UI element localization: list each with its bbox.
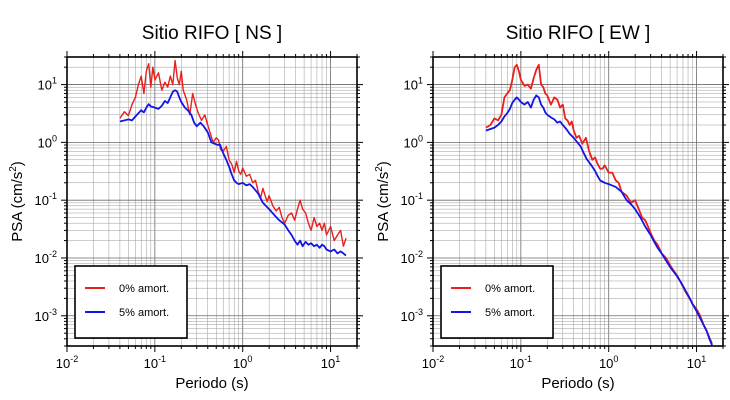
x-tick-label-exponent: 1 — [701, 354, 706, 364]
x-tick-label-exponent: -2 — [436, 354, 444, 364]
x-tick-label-base: 10 — [321, 356, 335, 371]
x-tick-label: 10-2 — [56, 354, 78, 371]
x-axis-label: Periodo (s) — [175, 375, 248, 392]
x-tick-label-base: 10 — [144, 356, 158, 371]
legend: 0% amort. 5% amort. — [440, 265, 554, 339]
legend-label-1: 5% amort. — [485, 307, 535, 319]
series-line-1 — [119, 89, 347, 257]
y-tick-label: 101 — [38, 76, 57, 93]
y-tick-label: 10-1 — [401, 191, 423, 208]
y-tick-label-base: 10 — [404, 78, 418, 93]
y-tick-label-base: 10 — [38, 78, 52, 93]
x-tick-label-exponent: -1 — [158, 354, 166, 364]
y-tick-label-exponent: 0 — [52, 133, 57, 143]
y-tick-label-exponent: -2 — [415, 249, 423, 259]
y-axis-label-superscript: 2 — [374, 166, 385, 172]
y-tick-label: 100 — [38, 133, 57, 150]
y-tick-label: 10-2 — [35, 249, 57, 266]
y-tick-label-exponent: 0 — [418, 133, 423, 143]
legend-label-0: 0% amort. — [485, 283, 535, 295]
y-axis-label: PSA (cm/s2) — [374, 161, 392, 242]
y-tick-label-exponent: -3 — [49, 307, 57, 317]
y-tick-label-base: 10 — [401, 309, 415, 324]
plot-frame — [432, 56, 724, 347]
x-tick-label-exponent: -2 — [70, 354, 78, 364]
y-tick-label-base: 10 — [404, 135, 418, 150]
x-tick-label: 100 — [233, 354, 252, 371]
x-tick-label-exponent: -1 — [524, 354, 532, 364]
legend-label-0: 0% amort. — [119, 283, 169, 295]
y-tick-label-base: 10 — [35, 309, 49, 324]
legend-box — [440, 265, 554, 339]
y-axis-label-main: PSA (cm/s — [375, 172, 392, 242]
y-tick-label-base: 10 — [35, 251, 49, 266]
x-tick-label-base: 10 — [510, 356, 524, 371]
legend-box — [74, 265, 188, 339]
y-tick-label-exponent: 1 — [418, 76, 423, 86]
y-tick-label-exponent: 1 — [52, 76, 57, 86]
y-tick-label: 10-3 — [35, 307, 57, 324]
series-line-0 — [119, 59, 347, 247]
y-tick-label: 100 — [404, 133, 423, 150]
chart-title: Sitio RIFO [ NS ] — [142, 23, 282, 44]
x-tick-label: 10-1 — [144, 354, 166, 371]
y-tick-label-exponent: -1 — [49, 191, 57, 201]
y-tick-label: 10-3 — [401, 307, 423, 324]
y-tick-label-base: 10 — [401, 193, 415, 208]
y-tick-label: 101 — [404, 76, 423, 93]
x-tick-label-base: 10 — [687, 356, 701, 371]
y-tick-label-exponent: -2 — [49, 249, 57, 259]
y-axis-label-end: ) — [375, 161, 392, 166]
x-tick-label-base: 10 — [56, 356, 70, 371]
x-tick-label: 101 — [321, 354, 340, 371]
y-tick-label-exponent: -3 — [415, 307, 423, 317]
x-tick-label-exponent: 0 — [613, 354, 618, 364]
chart-title: Sitio RIFO [ EW ] — [506, 23, 651, 44]
x-tick-label: 10-2 — [422, 354, 444, 371]
x-tick-label-base: 10 — [422, 356, 436, 371]
y-tick-label: 10-2 — [401, 249, 423, 266]
y-axis-label-main: PSA (cm/s — [9, 172, 26, 242]
legend: 0% amort. 5% amort. — [74, 265, 188, 339]
x-tick-label-exponent: 0 — [247, 354, 252, 364]
y-axis-label: PSA (cm/s2) — [8, 161, 26, 242]
series-line-1 — [485, 94, 713, 346]
plot-frame — [66, 56, 358, 347]
y-axis-label-end: ) — [9, 161, 26, 166]
y-tick-label-base: 10 — [38, 135, 52, 150]
x-tick-label: 101 — [687, 354, 706, 371]
x-tick-label-base: 10 — [599, 356, 613, 371]
x-tick-label: 10-1 — [510, 354, 532, 371]
y-tick-label: 10-1 — [35, 191, 57, 208]
x-tick-label-base: 10 — [233, 356, 247, 371]
legend-label-1: 5% amort. — [119, 307, 169, 319]
y-axis-label-superscript: 2 — [8, 166, 19, 172]
x-axis-label: Periodo (s) — [541, 375, 614, 392]
y-tick-label-base: 10 — [401, 251, 415, 266]
x-tick-label-exponent: 1 — [335, 354, 340, 364]
y-tick-label-exponent: -1 — [415, 191, 423, 201]
y-tick-label-base: 10 — [35, 193, 49, 208]
x-tick-label: 100 — [599, 354, 618, 371]
